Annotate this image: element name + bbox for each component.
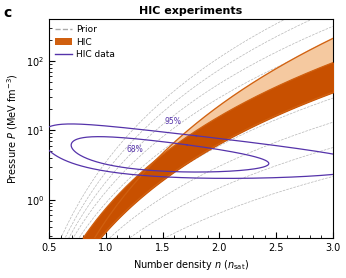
X-axis label: Number density $n$ ($n_{\mathrm{sat}}$): Number density $n$ ($n_{\mathrm{sat}}$) [133, 259, 249, 272]
Title: HIC experiments: HIC experiments [139, 6, 243, 16]
Y-axis label: Pressure $P$ (MeV fm$^{-3}$): Pressure $P$ (MeV fm$^{-3}$) [6, 73, 20, 184]
Text: 95%: 95% [165, 116, 182, 126]
Text: c: c [4, 6, 12, 20]
Text: 68%: 68% [126, 145, 143, 154]
Legend: Prior, HIC, HIC data: Prior, HIC, HIC data [54, 24, 117, 61]
